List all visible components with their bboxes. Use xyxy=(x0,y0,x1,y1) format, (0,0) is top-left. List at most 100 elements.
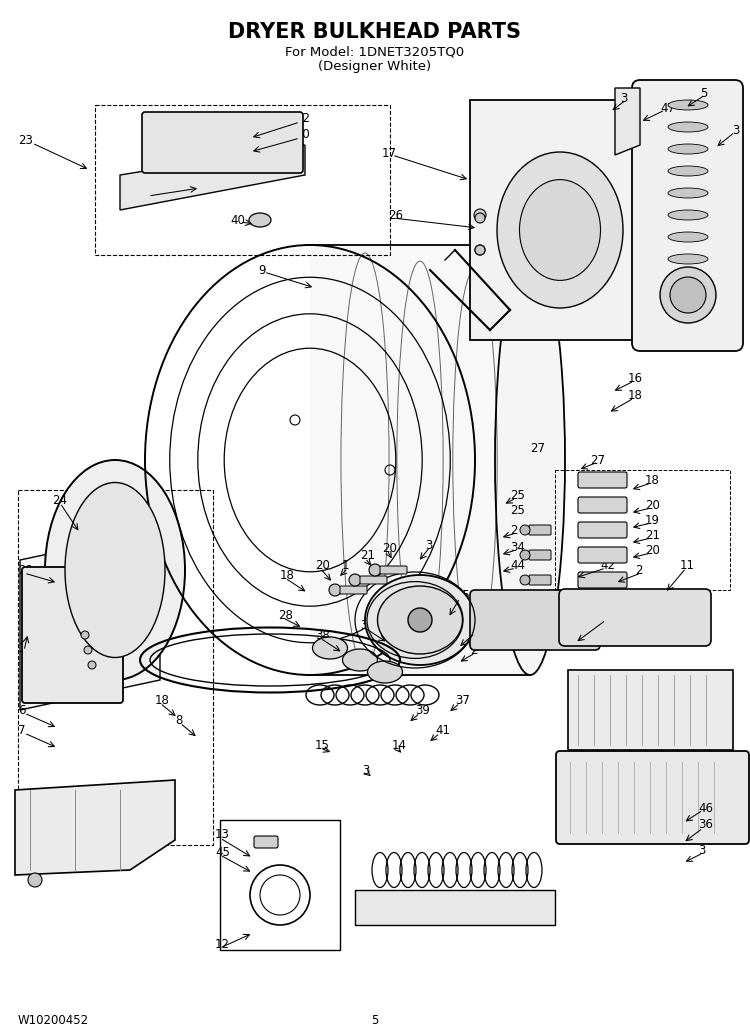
Circle shape xyxy=(84,646,92,654)
Circle shape xyxy=(660,267,716,323)
Text: 45: 45 xyxy=(215,845,229,859)
Text: 34: 34 xyxy=(510,541,525,553)
Ellipse shape xyxy=(520,179,601,281)
Text: 2: 2 xyxy=(635,564,643,576)
Text: 35: 35 xyxy=(455,588,470,602)
Circle shape xyxy=(88,661,96,669)
Text: 28: 28 xyxy=(278,608,292,622)
Text: 47: 47 xyxy=(660,102,675,115)
Text: 46: 46 xyxy=(698,802,713,814)
Circle shape xyxy=(329,584,341,596)
Text: 3: 3 xyxy=(362,764,369,777)
FancyBboxPatch shape xyxy=(529,575,551,585)
Text: 38: 38 xyxy=(315,629,330,641)
Text: 40: 40 xyxy=(230,213,244,227)
Text: 30: 30 xyxy=(295,127,310,141)
Circle shape xyxy=(81,631,89,639)
Text: 9: 9 xyxy=(258,263,266,277)
Text: 22: 22 xyxy=(295,112,310,124)
Text: 32: 32 xyxy=(18,641,33,655)
Ellipse shape xyxy=(497,152,623,308)
Text: 39: 39 xyxy=(415,703,430,717)
FancyBboxPatch shape xyxy=(529,550,551,560)
Text: 7: 7 xyxy=(18,723,26,737)
Ellipse shape xyxy=(668,188,708,198)
Ellipse shape xyxy=(249,213,271,227)
Circle shape xyxy=(520,550,530,560)
Text: 17: 17 xyxy=(382,146,397,160)
Text: For Model: 1DNET3205TQ0: For Model: 1DNET3205TQ0 xyxy=(286,46,464,58)
Text: 18: 18 xyxy=(155,693,170,707)
Ellipse shape xyxy=(668,144,708,154)
FancyBboxPatch shape xyxy=(340,586,367,594)
Text: 13: 13 xyxy=(215,829,229,841)
Text: 4: 4 xyxy=(138,186,146,200)
Text: 33: 33 xyxy=(360,618,375,632)
Ellipse shape xyxy=(365,575,475,665)
Text: 25: 25 xyxy=(510,503,525,517)
Text: 15: 15 xyxy=(315,739,330,751)
Text: 44: 44 xyxy=(510,558,525,572)
Text: 26: 26 xyxy=(388,208,403,222)
Polygon shape xyxy=(15,780,175,875)
Text: 6: 6 xyxy=(18,703,26,717)
Ellipse shape xyxy=(668,166,708,176)
Text: 36: 36 xyxy=(698,818,712,832)
Text: 14: 14 xyxy=(392,739,407,751)
Circle shape xyxy=(474,209,486,221)
Circle shape xyxy=(369,564,381,576)
FancyBboxPatch shape xyxy=(22,567,123,703)
Text: 8: 8 xyxy=(175,714,182,726)
Ellipse shape xyxy=(495,244,565,675)
Text: 21: 21 xyxy=(360,548,375,562)
Text: W10200452: W10200452 xyxy=(18,1013,89,1027)
Text: 27: 27 xyxy=(590,454,605,466)
Text: 3: 3 xyxy=(698,843,705,857)
Text: 25: 25 xyxy=(510,489,525,501)
Text: 37: 37 xyxy=(455,693,470,707)
Polygon shape xyxy=(20,530,160,710)
Text: 41: 41 xyxy=(435,723,450,737)
Ellipse shape xyxy=(368,661,403,683)
Text: 18: 18 xyxy=(628,388,643,402)
Text: 19: 19 xyxy=(645,514,660,526)
Circle shape xyxy=(408,608,432,632)
Text: 20: 20 xyxy=(645,498,660,512)
Text: 5: 5 xyxy=(700,86,707,99)
Text: 2: 2 xyxy=(470,643,478,657)
FancyBboxPatch shape xyxy=(470,100,650,340)
FancyBboxPatch shape xyxy=(470,589,600,650)
Ellipse shape xyxy=(313,637,347,659)
Text: 42: 42 xyxy=(600,558,615,572)
FancyBboxPatch shape xyxy=(578,497,627,513)
Text: 43: 43 xyxy=(600,611,615,625)
FancyBboxPatch shape xyxy=(556,751,749,844)
Text: 3: 3 xyxy=(620,91,627,105)
Text: 24: 24 xyxy=(52,493,67,507)
FancyBboxPatch shape xyxy=(578,472,627,488)
Circle shape xyxy=(475,244,485,255)
FancyBboxPatch shape xyxy=(559,589,711,646)
Text: 3: 3 xyxy=(732,123,740,137)
Text: 1: 1 xyxy=(342,558,350,572)
Text: 5: 5 xyxy=(371,1013,379,1027)
Text: 23: 23 xyxy=(18,134,33,146)
Text: 18: 18 xyxy=(280,569,295,581)
FancyBboxPatch shape xyxy=(568,670,733,750)
Circle shape xyxy=(475,213,485,223)
Text: 20: 20 xyxy=(382,542,397,554)
Text: 21: 21 xyxy=(645,528,660,542)
Circle shape xyxy=(349,574,361,586)
FancyBboxPatch shape xyxy=(578,547,627,563)
Ellipse shape xyxy=(65,483,165,658)
Ellipse shape xyxy=(45,460,185,680)
Ellipse shape xyxy=(668,100,708,110)
Text: 29: 29 xyxy=(18,564,33,576)
Text: 31: 31 xyxy=(470,624,484,636)
Text: DRYER BULKHEAD PARTS: DRYER BULKHEAD PARTS xyxy=(229,22,521,42)
FancyBboxPatch shape xyxy=(529,525,551,535)
Ellipse shape xyxy=(668,254,708,264)
FancyBboxPatch shape xyxy=(578,522,627,538)
Circle shape xyxy=(520,575,530,585)
Circle shape xyxy=(670,277,706,313)
